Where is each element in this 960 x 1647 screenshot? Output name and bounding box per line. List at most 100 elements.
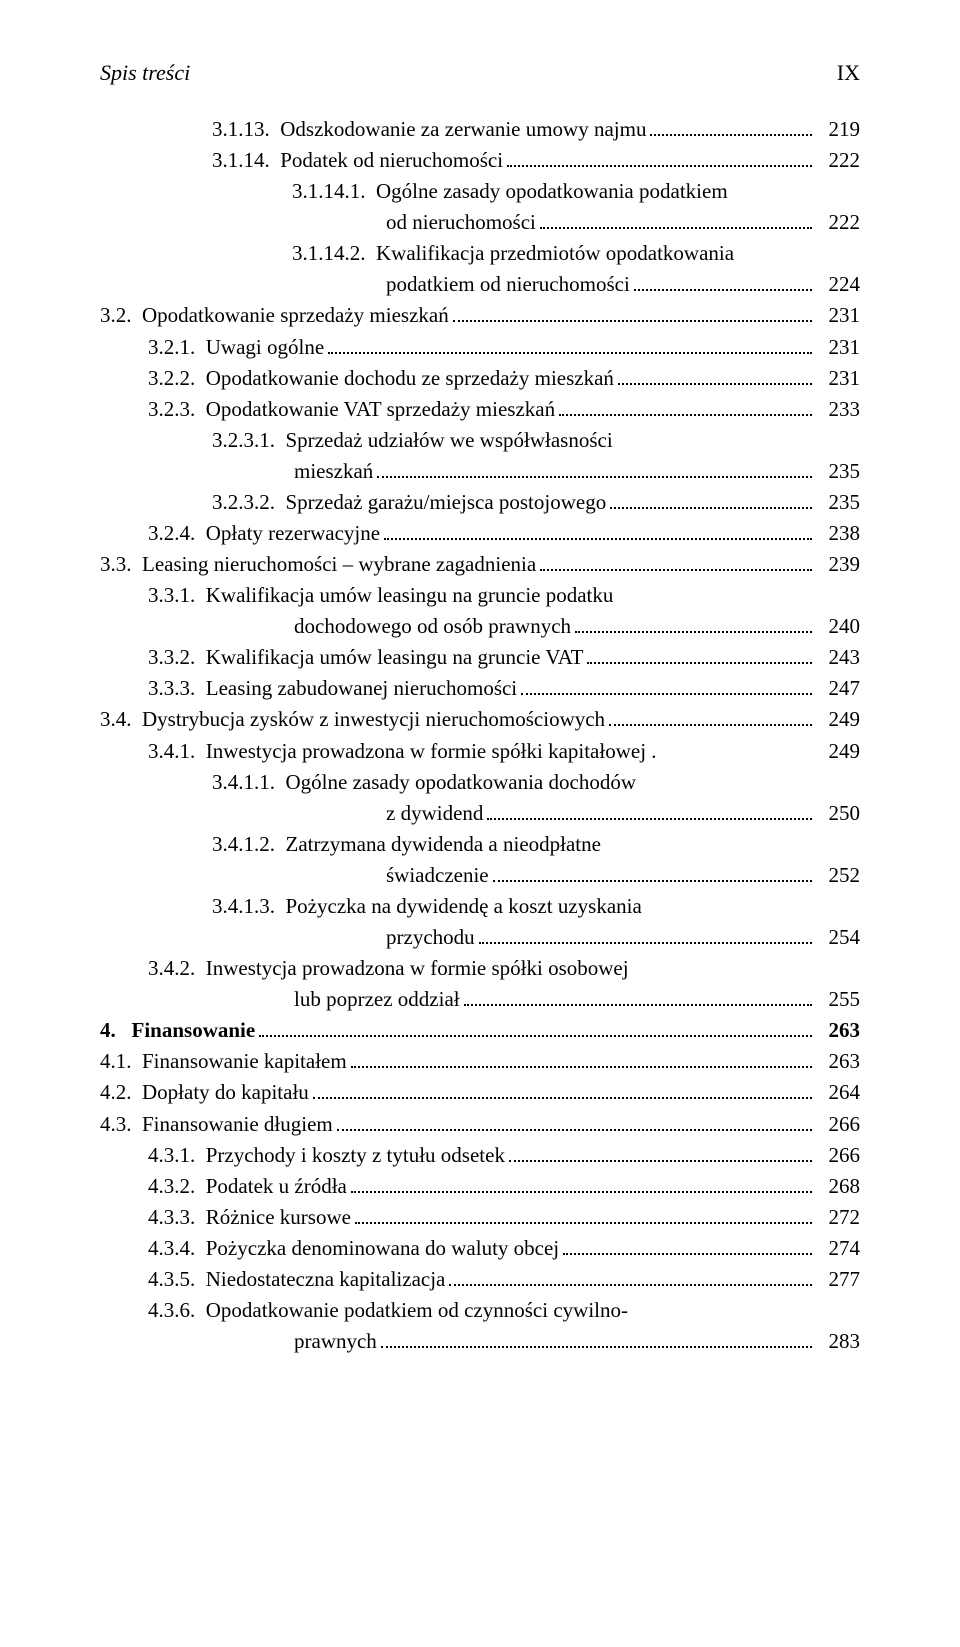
toc-entry-continuation: prawnych 283 — [100, 1326, 860, 1357]
toc-number: 3.3.2. — [148, 642, 206, 673]
toc-number: 4.3.1. — [148, 1140, 206, 1171]
toc-number: 3.4.1.2. — [212, 829, 286, 860]
toc-number: 3.2.4. — [148, 518, 206, 549]
toc-text: prawnych — [294, 1326, 377, 1357]
toc-page-number: 231 — [816, 363, 860, 394]
header-pagenum: IX — [837, 60, 860, 86]
toc-text: Odszkodowanie za zerwanie umowy najmu — [280, 114, 646, 145]
toc-text: Finansowanie kapitałem — [142, 1046, 347, 1077]
toc-entry-continuation: świadczenie 252 — [100, 860, 860, 891]
toc-number: 3.3.1. — [148, 580, 206, 611]
toc-number: 3.1.14. — [212, 145, 280, 176]
toc-number: 3.4.1.1. — [212, 767, 286, 798]
toc-text: Ogólne zasady opodatkowania podatkiem — [376, 176, 728, 207]
toc-text: Inwestycja prowadzona w formie spółki ka… — [206, 736, 657, 767]
toc-text: Pożyczka denominowana do waluty obcej — [206, 1233, 559, 1264]
toc-number: 3.4.1.3. — [212, 891, 286, 922]
table-of-contents: 3.1.13. Odszkodowanie za zerwanie umowy … — [100, 114, 860, 1357]
toc-page-number: 240 — [816, 611, 860, 642]
toc-entry: 3.2. Opodatkowanie sprzedaży mieszkań231 — [100, 300, 860, 331]
toc-leader-dots — [563, 1253, 812, 1255]
toc-text: Inwestycja prowadzona w formie spółki os… — [206, 953, 629, 984]
toc-page-number: 250 — [816, 798, 860, 829]
toc-entry: 3.2.3. Opodatkowanie VAT sprzedaży miesz… — [100, 394, 860, 425]
toc-entry-continuation: lub poprzez oddział255 — [100, 984, 860, 1015]
toc-text: Kwalifikacja umów leasingu na gruncie VA… — [206, 642, 584, 673]
toc-leader-dots — [381, 1346, 812, 1348]
toc-entry: 3.3.3. Leasing zabudowanej nieruchomości… — [100, 673, 860, 704]
toc-entry: 4.2. Dopłaty do kapitału264 — [100, 1077, 860, 1108]
toc-entry: 4.3. Finansowanie długiem266 — [100, 1109, 860, 1140]
toc-leader-dots — [449, 1284, 812, 1286]
toc-page-number: 222 — [816, 207, 860, 238]
toc-leader-dots — [313, 1097, 812, 1099]
toc-number: 3.3. — [100, 549, 142, 580]
toc-page-number: 247 — [816, 673, 860, 704]
toc-entry: 3.1.14.1. Ogólne zasady opodatkowania po… — [100, 176, 860, 207]
toc-leader-dots — [509, 1160, 812, 1162]
toc-page-number: 233 — [816, 394, 860, 425]
toc-entry: 4. Finansowanie263 — [100, 1015, 860, 1046]
toc-leader-dots — [575, 631, 812, 633]
toc-text: od nieruchomości — [386, 207, 536, 238]
page-header: Spis treści IX — [100, 60, 860, 86]
toc-number: 3.2. — [100, 300, 142, 331]
toc-text: Leasing nieruchomości – wybrane zagadnie… — [142, 549, 536, 580]
toc-leader-dots — [650, 134, 812, 136]
toc-leader-dots — [384, 538, 812, 540]
toc-entry: 4.3.3. Różnice kursowe272 — [100, 1202, 860, 1233]
toc-page-number: 272 — [816, 1202, 860, 1233]
toc-text: Finansowanie — [132, 1015, 256, 1046]
toc-text: mieszkań — [294, 456, 373, 487]
toc-page-number: 252 — [816, 860, 860, 891]
toc-text: Różnice kursowe — [206, 1202, 351, 1233]
toc-number: 3.3.3. — [148, 673, 206, 704]
toc-page-number: 219 — [816, 114, 860, 145]
toc-leader-dots — [521, 693, 812, 695]
toc-entry: 3.2.3.2. Sprzedaż garażu/miejsca postojo… — [100, 487, 860, 518]
toc-page-number: 264 — [816, 1077, 860, 1108]
toc-text: Niedostateczna kapitalizacja — [206, 1264, 446, 1295]
toc-text: Kwalifikacja umów leasingu na gruncie po… — [206, 580, 614, 611]
toc-entry: 3.2.3.1. Sprzedaż udziałów we współwłasn… — [100, 425, 860, 456]
toc-page-number: 249 — [816, 704, 860, 735]
toc-page-number: 239 — [816, 549, 860, 580]
toc-leader-dots — [610, 507, 812, 509]
toc-page-number: 235 — [816, 487, 860, 518]
toc-leader-dots — [479, 942, 812, 944]
toc-number: 3.2.3. — [148, 394, 206, 425]
toc-leader-dots — [259, 1035, 812, 1037]
toc-text: Podatek od nieruchomości — [280, 145, 503, 176]
toc-number: 3.1.13. — [212, 114, 280, 145]
document-page: Spis treści IX 3.1.13. Odszkodowanie za … — [0, 0, 960, 1417]
toc-text: Dystrybucja zysków z inwestycji nierucho… — [142, 704, 605, 735]
toc-entry-continuation: podatkiem od nieruchomości224 — [100, 269, 860, 300]
toc-number: 4.1. — [100, 1046, 142, 1077]
toc-leader-dots — [453, 320, 812, 322]
toc-number: 4.3.2. — [148, 1171, 206, 1202]
toc-page-number: 274 — [816, 1233, 860, 1264]
toc-leader-dots — [351, 1066, 812, 1068]
toc-text: Przychody i koszty z tytułu odsetek — [206, 1140, 505, 1171]
toc-number: 3.2.2. — [148, 363, 206, 394]
toc-number: 3.4.2. — [148, 953, 206, 984]
toc-page-number: 222 — [816, 145, 860, 176]
toc-text: Finansowanie długiem — [142, 1109, 333, 1140]
toc-leader-dots — [487, 818, 812, 820]
toc-leader-dots — [464, 1004, 812, 1006]
toc-entry-continuation: mieszkań235 — [100, 456, 860, 487]
toc-page-number: 263 — [816, 1015, 860, 1046]
toc-page-number: 263 — [816, 1046, 860, 1077]
toc-text: Podatek u źródła — [206, 1171, 347, 1202]
toc-entry: 3.4.1.3. Pożyczka na dywidendę a koszt u… — [100, 891, 860, 922]
toc-leader-dots — [609, 724, 812, 726]
toc-page-number: 266 — [816, 1109, 860, 1140]
toc-text: świadczenie — [386, 860, 489, 891]
toc-entry-continuation: dochodowego od osób prawnych240 — [100, 611, 860, 642]
toc-leader-dots — [351, 1191, 812, 1193]
toc-page-number: 283 — [816, 1326, 860, 1357]
toc-page-number: 255 — [816, 984, 860, 1015]
toc-page-number: 238 — [816, 518, 860, 549]
toc-text: Kwalifikacja przedmiotów opodatkowania — [376, 238, 734, 269]
toc-entry: 3.1.14.2. Kwalifikacja przedmiotów opoda… — [100, 238, 860, 269]
